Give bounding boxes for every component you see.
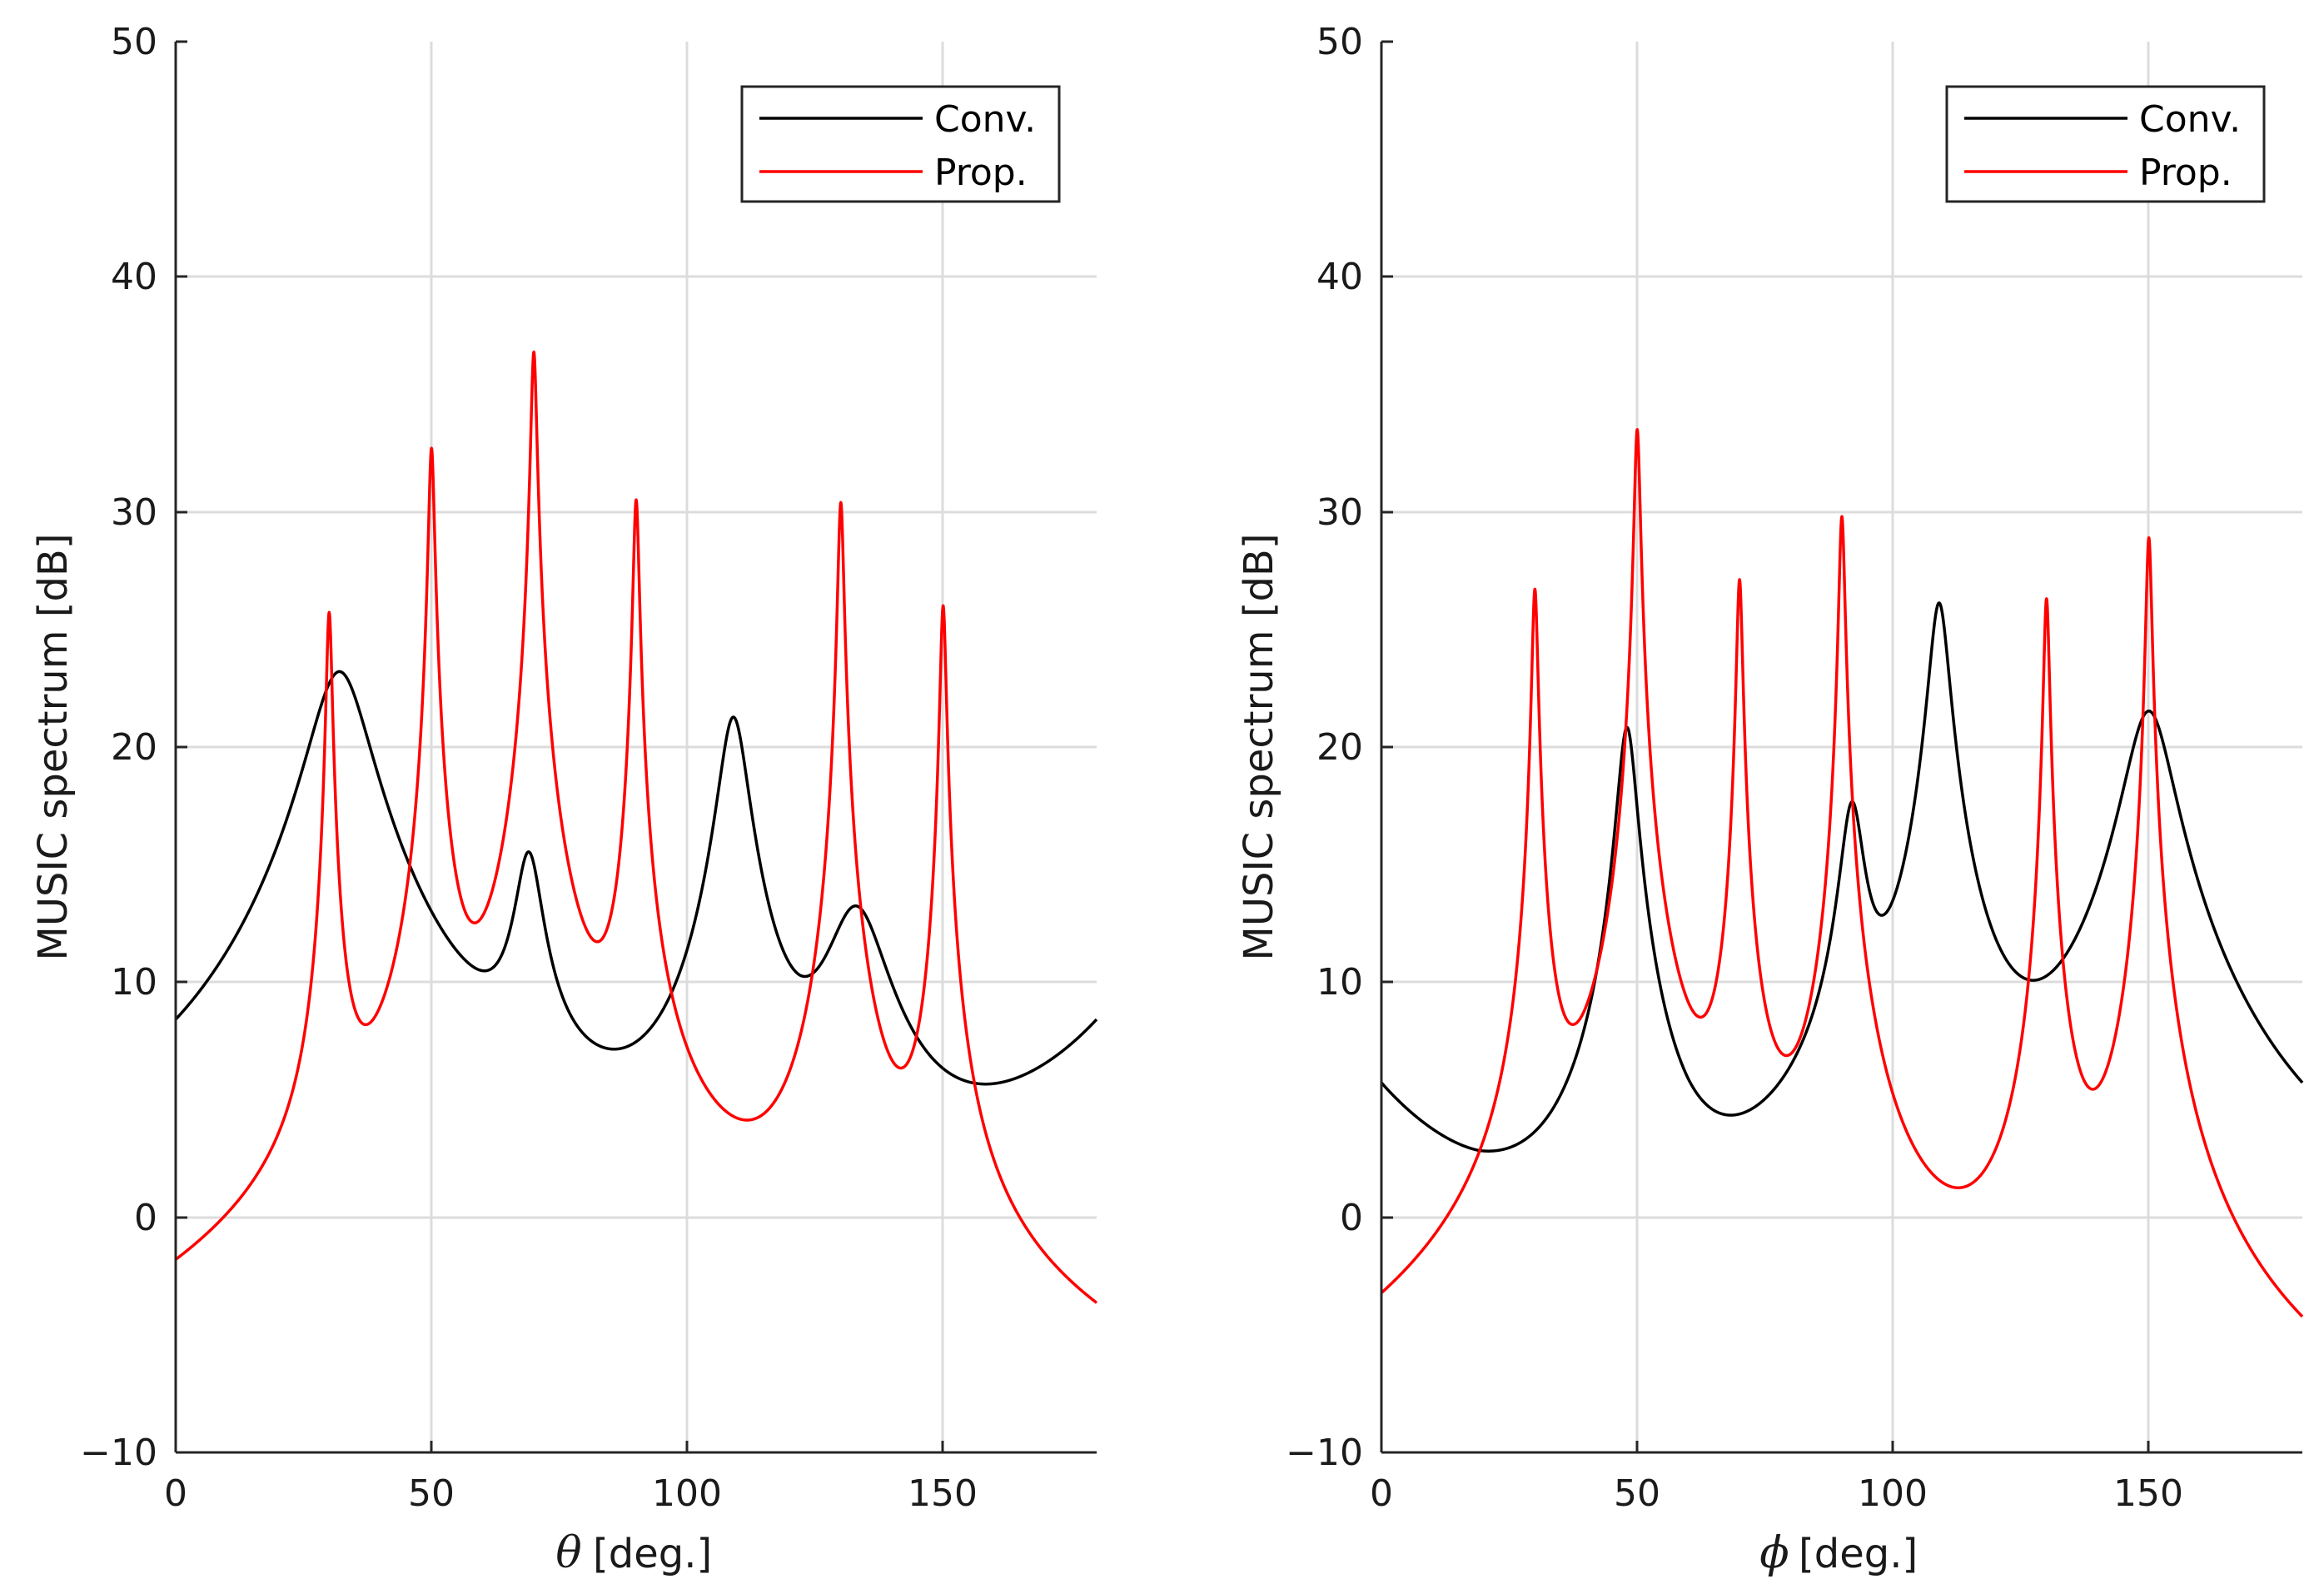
right-y-tick-label: −10	[1286, 1432, 1363, 1474]
left-x-axis-label: θ [deg.]	[555, 1528, 712, 1578]
right-gridlines	[1381, 42, 2302, 1452]
right-conv-line	[1380, 601, 2304, 1153]
right-y-tick-label: 10	[1316, 961, 1363, 1004]
left-legend-prop-label: Prop.	[934, 152, 1028, 194]
left-x-tick-label: 150	[908, 1472, 978, 1515]
right-plot-lines	[1380, 428, 2304, 1318]
left-panel: −10 0 10 20 30 40 50 0 50 100 150 θ [deg…	[30, 21, 1098, 1578]
left-y-tick-label: 20	[111, 726, 157, 769]
right-x-tick-label: 100	[1858, 1472, 1928, 1515]
left-prop-line	[174, 350, 1098, 1304]
right-axes	[1380, 40, 2302, 1454]
right-y-tick-label: 20	[1316, 726, 1363, 769]
right-x-axis-symbol: ϕ	[1759, 1528, 1789, 1578]
left-conv-line	[174, 670, 1098, 1086]
left-y-tick-label: 0	[134, 1197, 157, 1239]
right-legend-prop-label: Prop.	[2139, 152, 2232, 194]
right-prop-line	[1380, 428, 2304, 1318]
right-y-tick-label: 0	[1340, 1197, 1363, 1239]
left-legend-box	[740, 85, 1061, 203]
left-y-tick-label: 40	[111, 256, 157, 298]
left-x-axis-unit: [deg.]	[593, 1531, 712, 1577]
left-plot-lines	[174, 350, 1098, 1304]
right-x-tick-label: 0	[1370, 1472, 1393, 1515]
right-legend: Conv. Prop.	[1945, 85, 2266, 203]
left-axes	[174, 40, 1097, 1454]
left-x-tick-label: 0	[164, 1472, 187, 1515]
left-y-tick-label: −10	[80, 1432, 157, 1474]
left-gridlines	[176, 42, 1097, 1452]
left-x-axis-symbol: θ	[555, 1528, 581, 1578]
left-legend: Conv. Prop.	[740, 85, 1061, 203]
right-y-tick-label: 40	[1316, 256, 1363, 298]
right-x-axis-label: ϕ [deg.]	[1759, 1528, 1918, 1578]
right-panel: −10 0 10 20 30 40 50 0 50 100 150 ϕ [deg…	[1236, 21, 2304, 1578]
left-y-tick-label: 10	[111, 961, 157, 1004]
right-y-axis-label: MUSIC spectrum [dB]	[1236, 533, 1282, 960]
left-y-tick-labels: −10 0 10 20 30 40 50	[80, 21, 157, 1474]
right-y-tick-labels: −10 0 10 20 30 40 50	[1286, 21, 1363, 1474]
right-x-tick-labels: 0 50 100 150	[1370, 1472, 2183, 1515]
left-y-tick-label: 50	[111, 21, 157, 63]
left-x-tick-label: 50	[408, 1472, 455, 1515]
right-y-tick-label: 50	[1316, 21, 1363, 63]
left-y-axis-label: MUSIC spectrum [dB]	[30, 533, 77, 960]
right-y-tick-label: 30	[1316, 491, 1363, 534]
right-x-tick-label: 150	[2113, 1472, 2183, 1515]
left-x-tick-label: 100	[652, 1472, 722, 1515]
right-x-axis-unit: [deg.]	[1799, 1531, 1918, 1577]
right-legend-box	[1945, 85, 2266, 203]
left-y-tick-label: 30	[111, 491, 157, 534]
left-x-tick-labels: 0 50 100 150	[164, 1472, 978, 1515]
left-legend-conv-label: Conv.	[934, 98, 1036, 141]
right-legend-conv-label: Conv.	[2139, 98, 2241, 141]
right-x-tick-label: 50	[1614, 1472, 1660, 1515]
